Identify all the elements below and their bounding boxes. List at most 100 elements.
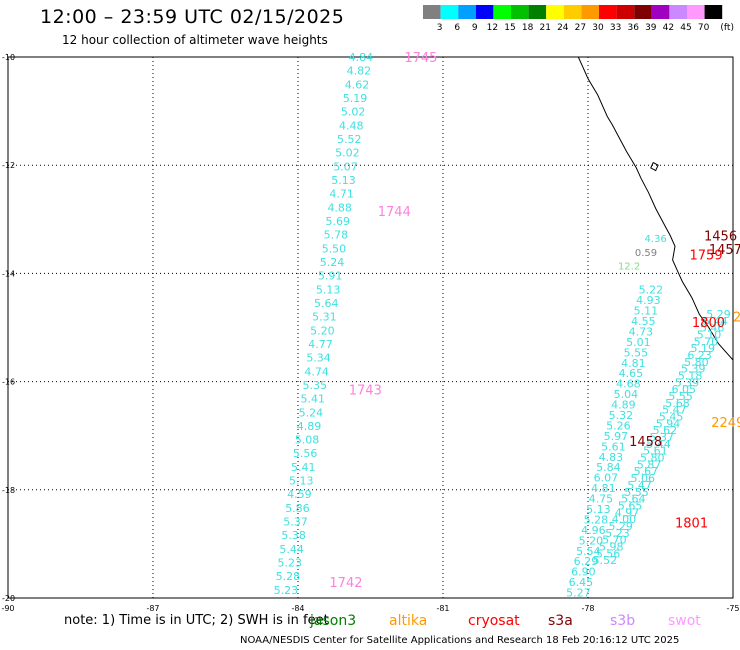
wave-height-value: 4.73 [629, 325, 654, 338]
satellite-label: swot [668, 613, 701, 629]
wave-height-value: 6.29 [574, 555, 599, 568]
wave-height-value: 5.28 [276, 570, 301, 583]
legend-swatch [511, 5, 529, 19]
wave-height-value: 5.10 [697, 328, 722, 341]
island-outline [650, 162, 659, 172]
track-time-label: 2 [733, 311, 740, 326]
wave-height-value: 4.81 [591, 482, 616, 495]
wave-height-value: 5.64 [314, 297, 339, 310]
track-time-label: 2249 [711, 416, 740, 431]
coastline [577, 56, 734, 361]
wave-height-value: 4.68 [616, 378, 641, 391]
wave-height-value: 4.82 [347, 65, 372, 78]
wave-height-value: 5.41 [291, 461, 316, 474]
legend-label: 39 [645, 23, 657, 33]
wave-height-value: 5.24 [299, 406, 324, 419]
satellite-label: jason3 [310, 613, 357, 629]
wave-height-value: 5.18 [678, 370, 703, 383]
track-time-label: 1744 [378, 205, 411, 220]
lat-tick-label: -20 [2, 594, 15, 603]
wave-height-value: 5.02 [335, 147, 360, 160]
lon-tick-label: -90 [1, 604, 14, 612]
legend-label: 24 [557, 23, 569, 33]
legend-label: 12 [487, 23, 498, 33]
legend-label: 21 [539, 23, 550, 33]
wave-height-value: 4.83 [599, 451, 624, 464]
wave-height-value: 4.62 [345, 78, 370, 91]
map-title: 12:00 – 23:59 UTC 02/15/2025 [40, 6, 345, 28]
wave-height-value: 5.02 [341, 106, 366, 119]
lat-tick-label: -18 [2, 486, 15, 495]
satellite-label: s3b [610, 613, 636, 629]
wave-height-value: 5.61 [601, 440, 626, 453]
wave-height-value: 4.81 [621, 357, 646, 370]
legend-swatch [440, 5, 459, 19]
wave-height-value: 5.80 [684, 356, 709, 369]
color-legend: 3 6 9 12 15 18 21 24 27 30 33 36 39 42 45 70 (ft) [423, 5, 734, 33]
wave-height-value: 5.56 [293, 447, 318, 460]
wave-height-value: 4.93 [636, 294, 661, 307]
wave-height-value: 5.54 [576, 545, 601, 558]
coastal-value: 0.59 [635, 248, 657, 259]
wave-height-value: 5.87 [637, 458, 662, 471]
wave-height-value: 5.20 [579, 534, 604, 547]
wave-height-value: 5.35 [302, 379, 327, 392]
legend-swatch [704, 5, 723, 19]
track-time-label: 1457 [709, 243, 740, 258]
lon-tick-label: -81 [436, 604, 449, 612]
wave-height-value: 5.24 [320, 256, 345, 269]
wave-height-value: 5.61 [643, 445, 668, 458]
coastal-value: 12.2 [618, 261, 640, 272]
wave-height-value: 5.32 [609, 409, 634, 422]
wave-height-value: 5.31 [312, 311, 337, 324]
lat-tick-label: -16 [2, 378, 15, 387]
wave-height-value: 5.19 [343, 92, 368, 105]
wave-height-value: 5.11 [634, 305, 659, 318]
map-frame [7, 56, 734, 599]
legend-swatch [599, 5, 617, 19]
legend-label: 30 [592, 23, 604, 33]
wave-height-value: 4.75 [589, 493, 614, 506]
wave-height-value: 5.20 [310, 324, 335, 337]
wave-height-value: 5.28 [584, 513, 609, 526]
track-time-label: 1458 [629, 435, 662, 450]
legend-label: 18 [522, 23, 534, 33]
legend-label: 9 [472, 23, 478, 33]
wave-height-value: 5.13 [586, 503, 611, 516]
wave-height-value: 5.44 [279, 543, 304, 556]
track-time-label: 1801 [675, 516, 708, 531]
wave-height-value: 4.96 [581, 524, 606, 537]
map-subtitle: 12 hour collection of altimeter wave hei… [62, 33, 328, 47]
credit-text: NOAA/NESDIS Center for Satellite Applica… [240, 635, 680, 646]
wave-height-value: 5.84 [596, 461, 621, 474]
legend-label: 45 [680, 23, 691, 33]
lat-tick-label: -14 [2, 269, 15, 278]
wave-height-value: 5.67 [634, 465, 659, 478]
wave-height-value: 4.88 [327, 201, 352, 214]
wave-height-value: 5.69 [326, 215, 351, 228]
wave-height-value: 5.19 [690, 342, 715, 355]
wave-height-value: 6.07 [594, 472, 619, 485]
wave-height-value: 5.37 [283, 516, 308, 529]
satellite-label: altika [389, 613, 428, 629]
lat-tick-label: -10 [2, 53, 15, 62]
coastal-value: 4.36 [645, 234, 667, 245]
legend-swatch [581, 5, 599, 19]
legend-swatch [546, 5, 564, 19]
wave-height-value: 6.90 [571, 566, 596, 579]
wave-height-value: 5.26 [606, 419, 631, 432]
wave-height-value: 5.86 [285, 502, 310, 515]
legend-label: 6 [454, 23, 460, 33]
wave-height-value: 5.13 [289, 475, 314, 488]
wave-height-value: 5.55 [624, 486, 649, 499]
wave-height-value: 5.46 [700, 322, 725, 335]
satellite-label: s3a [548, 613, 573, 629]
lon-tick-label: -78 [581, 604, 594, 612]
wave-height-value: 5.94 [656, 417, 681, 430]
wave-height-value: 4.84 [349, 51, 374, 64]
wave-height-value: 5.29 [608, 520, 633, 533]
legend-swatch [651, 5, 670, 19]
wave-height-value: 5.06 [631, 472, 656, 485]
wave-height-value: 5.13 [316, 283, 341, 296]
wave-height-value: 5.80 [640, 452, 665, 465]
